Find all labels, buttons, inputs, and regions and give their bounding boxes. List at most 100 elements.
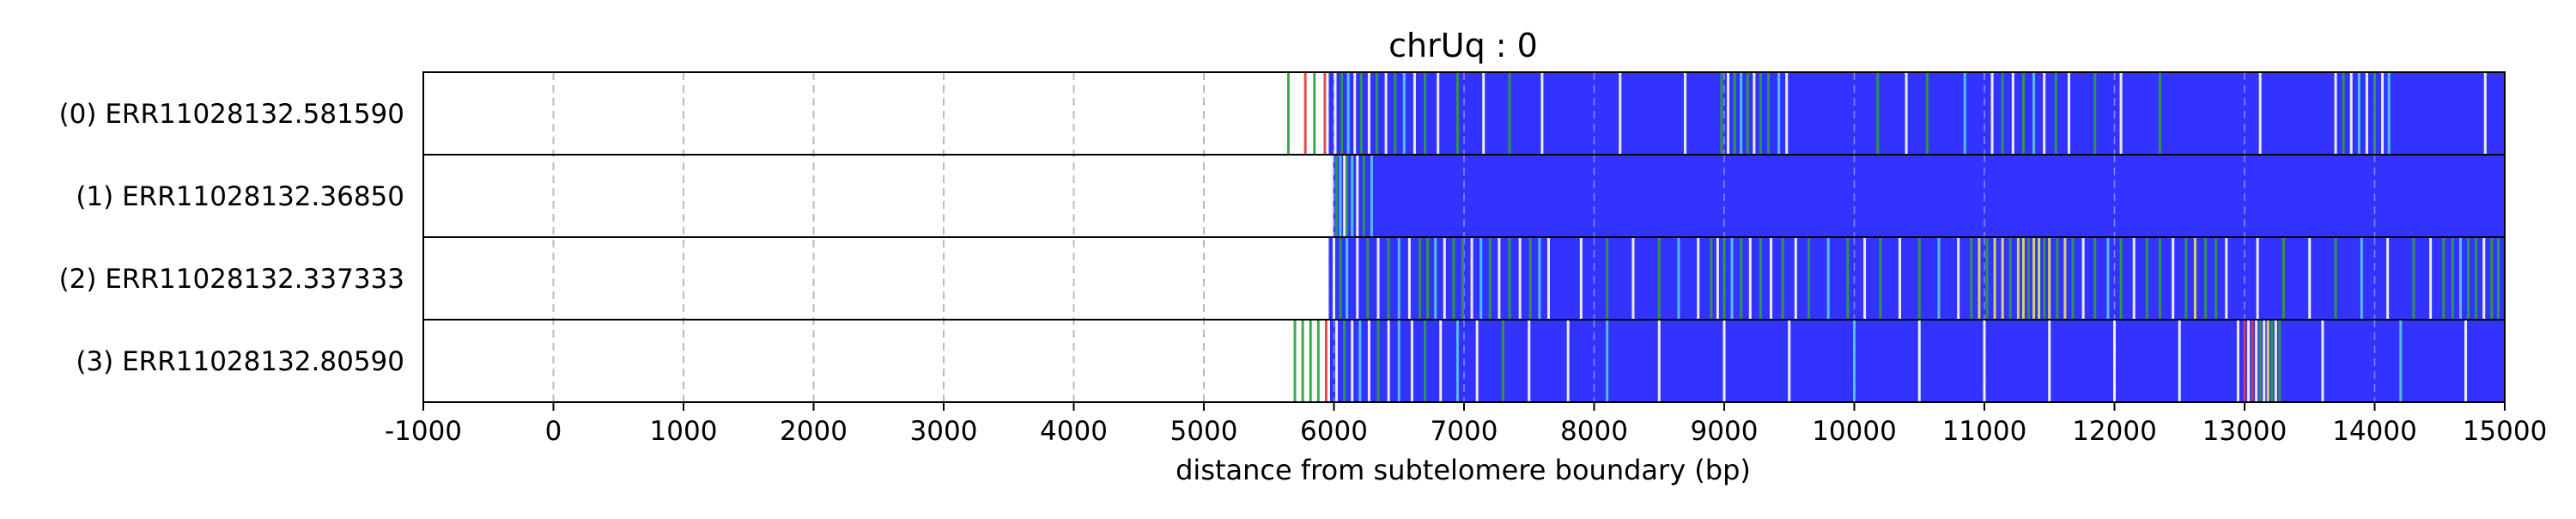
- base-mark: [1343, 320, 1346, 402]
- base-mark: [1455, 320, 1459, 402]
- base-mark: [2001, 72, 2004, 155]
- base-mark: [2451, 237, 2454, 320]
- base-mark: [2482, 237, 2486, 320]
- base-mark: [1538, 237, 1541, 320]
- base-mark: [2475, 237, 2478, 320]
- base-mark: [2119, 237, 2123, 320]
- base-mark: [1346, 72, 1350, 155]
- base-mark: [2054, 72, 2057, 155]
- base-mark: [1346, 155, 1349, 237]
- read-fill: [1328, 72, 2505, 155]
- base-mark: [1376, 237, 1380, 320]
- base-mark: [1508, 237, 1511, 320]
- base-mark: [1437, 72, 1440, 155]
- base-mark: [2119, 72, 2123, 155]
- base-mark: [1475, 320, 1479, 402]
- base-mark: [2008, 237, 2012, 320]
- base-mark: [1351, 155, 1354, 237]
- base-mark: [2308, 237, 2312, 320]
- base-mark: [1356, 155, 1359, 237]
- base-mark: [2258, 320, 2262, 402]
- x-tick-label: 6000: [1300, 416, 1368, 447]
- base-mark: [1730, 237, 1734, 320]
- base-mark: [1335, 320, 1339, 402]
- base-mark: [2184, 237, 2188, 320]
- base-mark: [1424, 320, 1427, 402]
- x-tick-label: 13000: [2202, 416, 2287, 447]
- base-mark: [1899, 237, 1902, 320]
- base-mark: [1375, 72, 1378, 155]
- base-mark: [1677, 237, 1680, 320]
- read-row: (2) ERR11028132.337333: [59, 237, 2505, 320]
- row-label: (2) ERR11028132.337333: [59, 264, 404, 295]
- base-mark: [2113, 320, 2116, 402]
- base-mark: [1846, 237, 1850, 320]
- base-mark: [2334, 72, 2337, 155]
- base-mark: [1488, 237, 1492, 320]
- read-fill: [1328, 237, 2505, 320]
- base-mark: [2063, 237, 2067, 320]
- base-mark: [2204, 237, 2208, 320]
- base-mark: [1917, 237, 1921, 320]
- base-mark: [1759, 237, 1762, 320]
- base-mark: [2043, 72, 2046, 155]
- base-mark: [2225, 237, 2228, 320]
- x-tick-label: 7000: [1431, 416, 1498, 447]
- x-tick-label: 8000: [1560, 416, 1628, 447]
- base-mark: [1684, 72, 1687, 155]
- base-mark: [1455, 72, 1459, 155]
- base-mark: [1826, 237, 1830, 320]
- base-mark: [1518, 237, 1522, 320]
- base-mark: [1508, 72, 1511, 155]
- base-mark: [1748, 237, 1752, 320]
- x-tick-label: 1000: [650, 416, 718, 447]
- base-mark: [1384, 72, 1388, 155]
- chart-title: chrUq : 0: [1388, 27, 1538, 64]
- base-mark: [2278, 320, 2281, 402]
- base-mark: [2274, 320, 2277, 402]
- x-axis-label: distance from subtelomere boundary (bp): [1176, 454, 1751, 486]
- row-label: (1) ERR11028132.36850: [76, 181, 404, 212]
- base-mark: [2458, 237, 2462, 320]
- base-mark: [1740, 72, 1743, 155]
- base-mark: [2490, 237, 2494, 320]
- base-mark: [2266, 320, 2269, 402]
- x-tick-label: 10000: [1812, 416, 1897, 447]
- base-mark: [1346, 237, 1349, 320]
- base-mark: [1370, 155, 1373, 237]
- base-mark: [1879, 237, 1882, 320]
- base-mark: [2081, 237, 2085, 320]
- base-mark: [1657, 237, 1661, 320]
- base-mark: [2011, 72, 2014, 155]
- base-mark: [2386, 237, 2390, 320]
- base-mark: [1333, 237, 1335, 320]
- base-mark: [1334, 72, 1337, 155]
- base-mark: [1501, 320, 1504, 402]
- base-mark: [1410, 320, 1413, 402]
- base-mark: [1330, 155, 1334, 237]
- base-mark: [2251, 320, 2254, 402]
- read-fill: [1329, 320, 2505, 402]
- base-mark: [1657, 320, 1661, 402]
- base-mark: [1619, 72, 1622, 155]
- base-mark: [2263, 320, 2266, 402]
- base-mark: [2071, 237, 2075, 320]
- base-mark: [1479, 237, 1483, 320]
- base-mark: [1293, 320, 1297, 402]
- base-mark: [1424, 72, 1427, 155]
- base-mark: [2048, 320, 2051, 402]
- base-mark: [2106, 237, 2110, 320]
- x-tick-label: 15000: [2463, 416, 2548, 447]
- base-mark: [1339, 237, 1342, 320]
- base-mark: [2247, 320, 2251, 402]
- base-mark: [1343, 155, 1346, 237]
- read-row: (1) ERR11028132.36850: [76, 155, 2505, 237]
- base-mark: [1767, 72, 1771, 155]
- read-row: (3) ERR11028132.80590: [76, 320, 2505, 402]
- base-mark: [1733, 72, 1736, 155]
- base-mark: [2258, 72, 2262, 155]
- base-mark: [2412, 237, 2415, 320]
- x-tick-label: 5000: [1170, 416, 1238, 447]
- base-mark: [1376, 320, 1380, 402]
- base-mark: [1439, 320, 1443, 402]
